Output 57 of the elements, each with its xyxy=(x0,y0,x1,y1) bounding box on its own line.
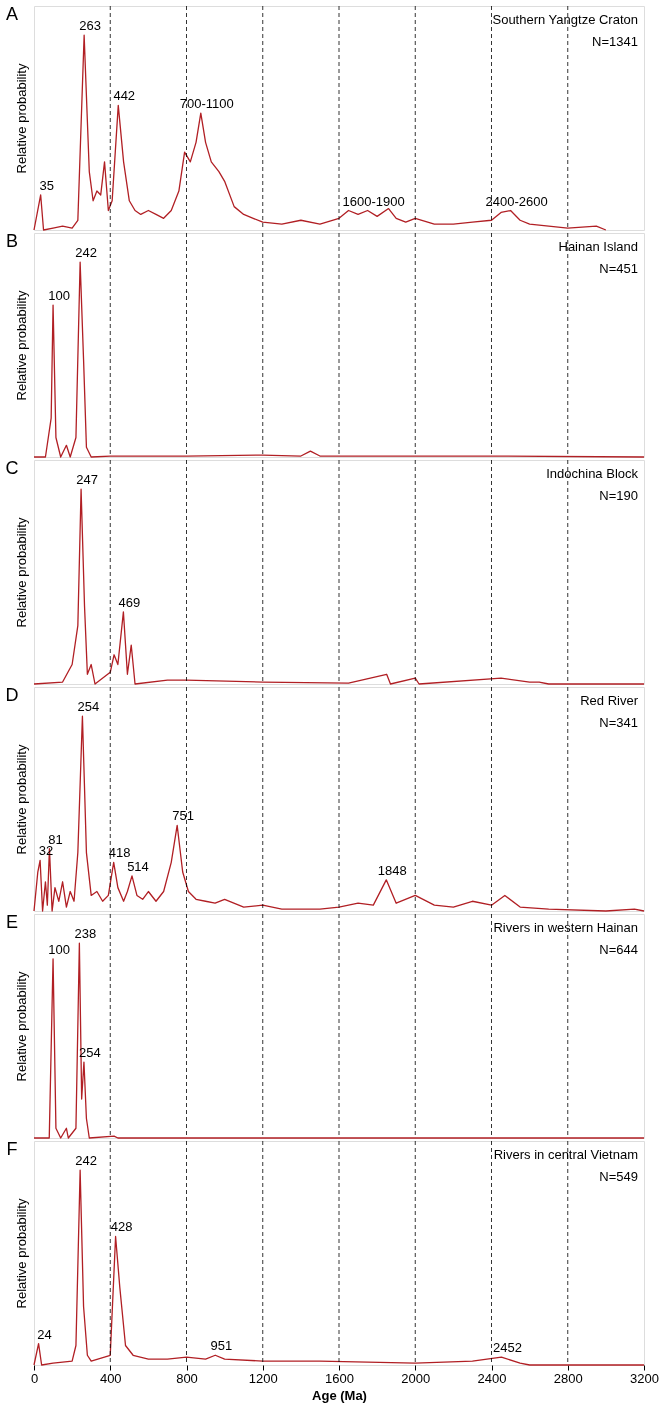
x-tick-label: 800 xyxy=(176,1370,198,1386)
annotation: 238 xyxy=(74,926,97,942)
y-axis-title: Relative probability xyxy=(13,517,29,628)
annotation: 100 xyxy=(48,288,70,304)
y-axis-title: Relative probability xyxy=(13,971,29,1082)
annotation: 418 xyxy=(108,845,131,861)
annotation: N=341 xyxy=(599,715,638,730)
annotation: 951 xyxy=(210,1338,233,1354)
annotation: N=644 xyxy=(599,942,638,957)
text: Rivers in western Hainan xyxy=(493,920,638,935)
annotation: 469 xyxy=(118,594,141,610)
annotation: 700-1100 xyxy=(179,96,234,112)
text: Rivers in central Vietnam xyxy=(493,1147,638,1162)
y-axis-title: Relative probability xyxy=(13,1198,29,1309)
chart-title: F xyxy=(6,1139,18,1159)
annotation: 428 xyxy=(110,1219,133,1235)
annotation: 24 xyxy=(37,1326,52,1342)
annotation: 100 xyxy=(48,941,70,957)
annotation: 2400-2600 xyxy=(485,193,548,209)
chart-title: B xyxy=(5,231,19,251)
annotation: 81 xyxy=(48,831,63,847)
annotation: 1600-1900 xyxy=(342,193,405,209)
x-axis-title: Age (Ma) xyxy=(312,1387,367,1403)
annotation: 751 xyxy=(172,808,195,824)
x-tick-label: 2400 xyxy=(477,1370,507,1386)
annotation: N=451 xyxy=(599,261,638,276)
annotation: 442 xyxy=(113,88,136,104)
text: Hainan Island xyxy=(558,239,638,254)
annotation: 514 xyxy=(127,858,149,874)
text: Red River xyxy=(580,693,639,708)
x-tick-label: 2000 xyxy=(401,1370,431,1386)
chart-title: C xyxy=(5,458,19,478)
y-axis-title: Relative probability xyxy=(13,744,29,855)
y-axis-title: Relative probability xyxy=(13,63,29,174)
chart-title: D xyxy=(5,685,19,705)
x-tick-label: 0 xyxy=(30,1370,39,1386)
annotation: 1848 xyxy=(377,862,407,878)
annotation: N=549 xyxy=(599,1169,638,1184)
text: Indochina Block xyxy=(546,466,639,481)
annotation: N=190 xyxy=(599,488,638,503)
annotation: 263 xyxy=(79,18,101,34)
annotation: N=1341 xyxy=(592,34,638,49)
annotation: 2452 xyxy=(492,1340,522,1356)
annotation: 242 xyxy=(75,245,97,261)
x-tick-label: 1600 xyxy=(325,1370,354,1386)
text: Southern Yangtze Craton xyxy=(492,12,638,27)
annotation: 35 xyxy=(39,177,54,193)
annotation: 247 xyxy=(76,472,98,488)
x-tick-label: 400 xyxy=(99,1370,122,1386)
x-tick-label: 2800 xyxy=(553,1370,583,1386)
y-axis-title: Relative probability xyxy=(13,290,29,401)
chart-title: E xyxy=(5,912,19,932)
annotation: 242 xyxy=(75,1153,97,1169)
annotation: 254 xyxy=(77,699,100,715)
x-tick-label: 1200 xyxy=(248,1370,278,1386)
x-tick-label: 3200 xyxy=(630,1370,659,1386)
chart-title: A xyxy=(5,4,19,24)
